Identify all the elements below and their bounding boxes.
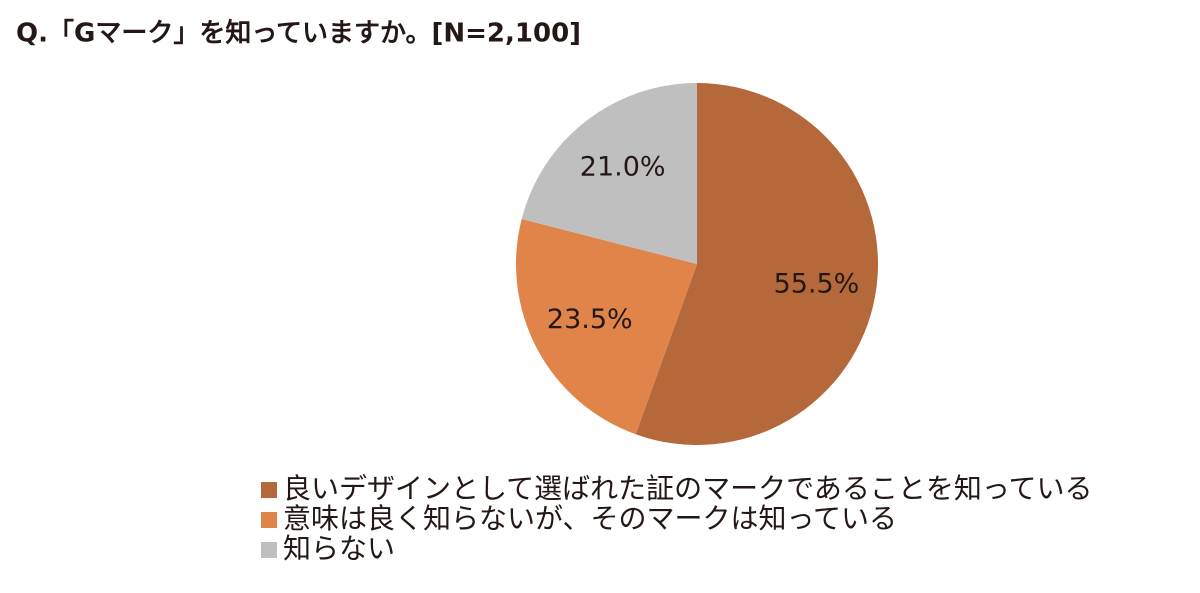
legend-swatch <box>261 512 277 528</box>
legend-swatch <box>261 542 277 558</box>
chart-title: Q.「Gマーク」を知っていますか。[N=2,100] <box>16 18 581 49</box>
value-label: 55.5% <box>774 268 860 299</box>
legend-swatch <box>261 482 277 498</box>
pie-slice <box>635 83 878 446</box>
value-label: 21.0% <box>580 152 666 183</box>
pie-slice <box>521 83 697 264</box>
value-label: 23.5% <box>547 304 633 335</box>
pie-slice <box>516 218 697 435</box>
legend-label: 意味は良く知らないが、そのマークは知っている <box>283 502 897 535</box>
legend-label: 知らない <box>283 532 395 565</box>
legend-label: 良いデザインとして選ばれた証のマークであることを知っている <box>283 472 1092 505</box>
